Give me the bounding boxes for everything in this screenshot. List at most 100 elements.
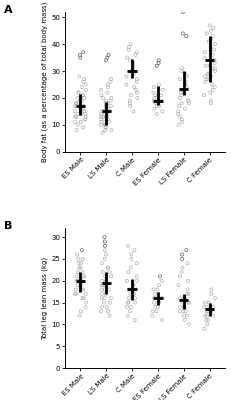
Point: [125, 54, 128, 61]
Point: [128, 100, 131, 106]
Point: [159, 317, 163, 323]
Point: [185, 286, 188, 293]
Point: [177, 304, 181, 310]
Point: [205, 70, 209, 77]
Point: [179, 256, 183, 262]
Point: [107, 286, 110, 293]
Point: [204, 308, 208, 314]
Point: [103, 100, 107, 106]
Point: [157, 103, 161, 109]
Point: [153, 92, 156, 98]
Point: [104, 106, 108, 112]
Y-axis label: Body fat (as a percentage of total body mass): Body fat (as a percentage of total body …: [42, 2, 48, 162]
Point: [100, 130, 104, 136]
Point: [76, 260, 80, 266]
Point: [105, 111, 109, 117]
Point: [101, 108, 105, 114]
Point: [100, 269, 104, 275]
Point: [184, 33, 187, 39]
Point: [160, 87, 164, 93]
Point: [105, 100, 109, 106]
Y-axis label: Total leg lean mass (kg): Total leg lean mass (kg): [42, 257, 48, 340]
Point: [81, 103, 85, 109]
Point: [99, 116, 102, 122]
Point: [186, 321, 190, 328]
Point: [79, 106, 82, 112]
Point: [131, 65, 134, 72]
Point: [154, 111, 158, 117]
Point: [99, 111, 103, 117]
Point: [210, 33, 214, 39]
Point: [176, 111, 179, 117]
Point: [134, 87, 137, 93]
Point: [134, 260, 138, 266]
Point: [131, 70, 135, 77]
Point: [75, 251, 79, 258]
Point: [103, 127, 107, 133]
Point: [100, 282, 104, 288]
Point: [124, 73, 128, 80]
Point: [212, 57, 215, 64]
Point: [184, 73, 188, 80]
Point: [76, 100, 80, 106]
Point: [156, 299, 160, 306]
Point: [131, 282, 135, 288]
Point: [83, 81, 87, 88]
Point: [105, 264, 109, 271]
Point: [185, 278, 189, 284]
Point: [209, 286, 212, 293]
Point: [208, 89, 211, 96]
Point: [152, 304, 156, 310]
Point: [182, 295, 186, 301]
Point: [157, 299, 161, 306]
Point: [210, 25, 214, 31]
Point: [103, 291, 107, 297]
Point: [99, 308, 103, 314]
Point: [160, 108, 164, 114]
Point: [76, 89, 80, 96]
Point: [179, 68, 182, 74]
Point: [176, 282, 179, 288]
Point: [77, 73, 81, 80]
Point: [129, 92, 132, 98]
Point: [179, 100, 183, 106]
Point: [211, 46, 215, 53]
Point: [179, 92, 183, 98]
Point: [126, 243, 130, 249]
Point: [74, 273, 78, 280]
Point: [182, 317, 186, 323]
Point: [202, 54, 205, 61]
Point: [99, 114, 103, 120]
Point: [101, 95, 104, 101]
Point: [180, 30, 184, 37]
Point: [109, 295, 112, 301]
Point: [81, 92, 84, 98]
Point: [108, 103, 112, 109]
Point: [212, 65, 216, 72]
Point: [207, 22, 211, 29]
Point: [82, 108, 86, 114]
Point: [82, 76, 86, 82]
Point: [181, 304, 185, 310]
Point: [178, 89, 182, 96]
Point: [132, 295, 136, 301]
Point: [134, 49, 138, 56]
Point: [76, 111, 79, 117]
Point: [186, 291, 190, 297]
Point: [135, 95, 139, 101]
Point: [104, 278, 107, 284]
Point: [76, 95, 79, 101]
Point: [80, 269, 84, 275]
Point: [159, 92, 162, 98]
Point: [183, 308, 187, 314]
Point: [80, 295, 84, 301]
Point: [108, 97, 112, 104]
Point: [183, 70, 186, 77]
Point: [74, 114, 78, 120]
Point: [126, 299, 130, 306]
Point: [179, 119, 183, 125]
Point: [181, 299, 184, 306]
Point: [155, 286, 159, 293]
Point: [212, 68, 216, 74]
Point: [106, 84, 109, 90]
